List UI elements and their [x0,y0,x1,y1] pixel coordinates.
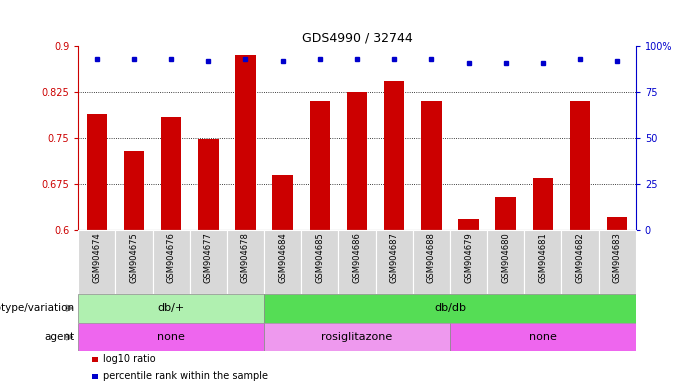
Bar [264,323,450,351]
Bar [309,101,330,230]
Text: GSM904682: GSM904682 [575,232,585,283]
Text: GSM904679: GSM904679 [464,232,473,283]
Bar [198,139,218,230]
Text: db/+: db/+ [158,303,185,313]
Text: GSM904687: GSM904687 [390,232,398,283]
Text: percentile rank within the sample: percentile rank within the sample [103,371,269,381]
Title: GDS4990 / 32744: GDS4990 / 32744 [302,32,412,45]
Bar [598,230,636,294]
Bar [273,175,293,230]
Bar [562,230,598,294]
Bar [496,197,516,230]
Text: GSM904688: GSM904688 [427,232,436,283]
Bar [450,230,487,294]
Bar [161,117,182,230]
Bar [264,230,301,294]
Bar [78,323,264,351]
Bar [152,230,190,294]
Bar [235,55,256,230]
Bar [347,92,367,230]
Text: GSM904677: GSM904677 [204,232,213,283]
Bar [86,114,107,230]
Bar [421,101,441,230]
Bar [339,230,375,294]
Text: GSM904683: GSM904683 [613,232,622,283]
Bar [524,230,562,294]
Bar [570,101,590,230]
Text: GSM904680: GSM904680 [501,232,510,283]
Text: GSM904674: GSM904674 [92,232,101,283]
Bar [78,294,264,323]
Bar [607,217,628,230]
Bar [116,230,152,294]
Text: GSM904684: GSM904684 [278,232,287,283]
Text: db/db: db/db [434,303,466,313]
Bar [413,230,450,294]
Text: GSM904676: GSM904676 [167,232,175,283]
Bar [458,219,479,230]
Text: log10 ratio: log10 ratio [103,354,156,364]
Text: rosiglitazone: rosiglitazone [322,332,392,342]
Bar [487,230,524,294]
Text: none: none [529,332,557,342]
Bar [264,294,636,323]
Text: GSM904685: GSM904685 [316,232,324,283]
Bar [227,230,264,294]
Bar [384,81,405,230]
Bar [450,323,636,351]
Text: GSM904686: GSM904686 [352,232,362,283]
Bar [190,230,227,294]
Bar [78,230,116,294]
Text: agent: agent [45,332,75,342]
Text: genotype/variation: genotype/variation [0,303,75,313]
Bar [301,230,339,294]
Bar [124,151,144,230]
Bar [375,230,413,294]
Text: GSM904678: GSM904678 [241,232,250,283]
Text: GSM904675: GSM904675 [129,232,139,283]
Text: GSM904681: GSM904681 [539,232,547,283]
Bar [532,178,553,230]
Text: none: none [157,332,185,342]
